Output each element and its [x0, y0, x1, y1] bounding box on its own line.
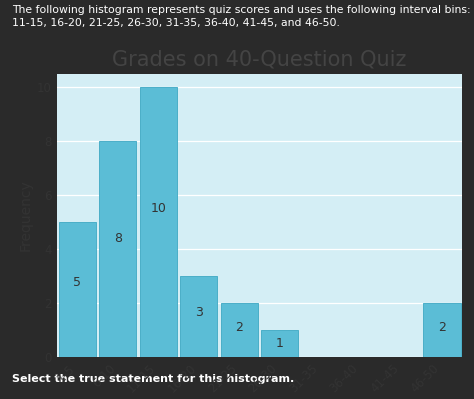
Text: 1: 1 [276, 337, 284, 350]
Bar [220, 303, 258, 357]
Y-axis label: Frequency: Frequency [19, 180, 33, 251]
Text: 5: 5 [73, 277, 81, 289]
Bar [423, 303, 461, 357]
Text: 10: 10 [150, 202, 166, 215]
Text: 3: 3 [195, 306, 203, 319]
Bar [139, 87, 177, 357]
Bar [58, 222, 96, 357]
Text: 2: 2 [438, 321, 446, 334]
Bar [261, 330, 299, 357]
Text: 2: 2 [235, 321, 243, 334]
Text: Select the true statement for this histogram.: Select the true statement for this histo… [12, 374, 294, 384]
Bar [99, 141, 137, 357]
Text: The following histogram represents quiz scores and uses the following interval b: The following histogram represents quiz … [12, 5, 474, 28]
Bar [180, 276, 218, 357]
X-axis label: Grade on Quiz: Grade on Quiz [210, 398, 309, 399]
Text: 8: 8 [114, 232, 122, 245]
Title: Grades on 40-Question Quiz: Grades on 40-Question Quiz [112, 49, 407, 69]
